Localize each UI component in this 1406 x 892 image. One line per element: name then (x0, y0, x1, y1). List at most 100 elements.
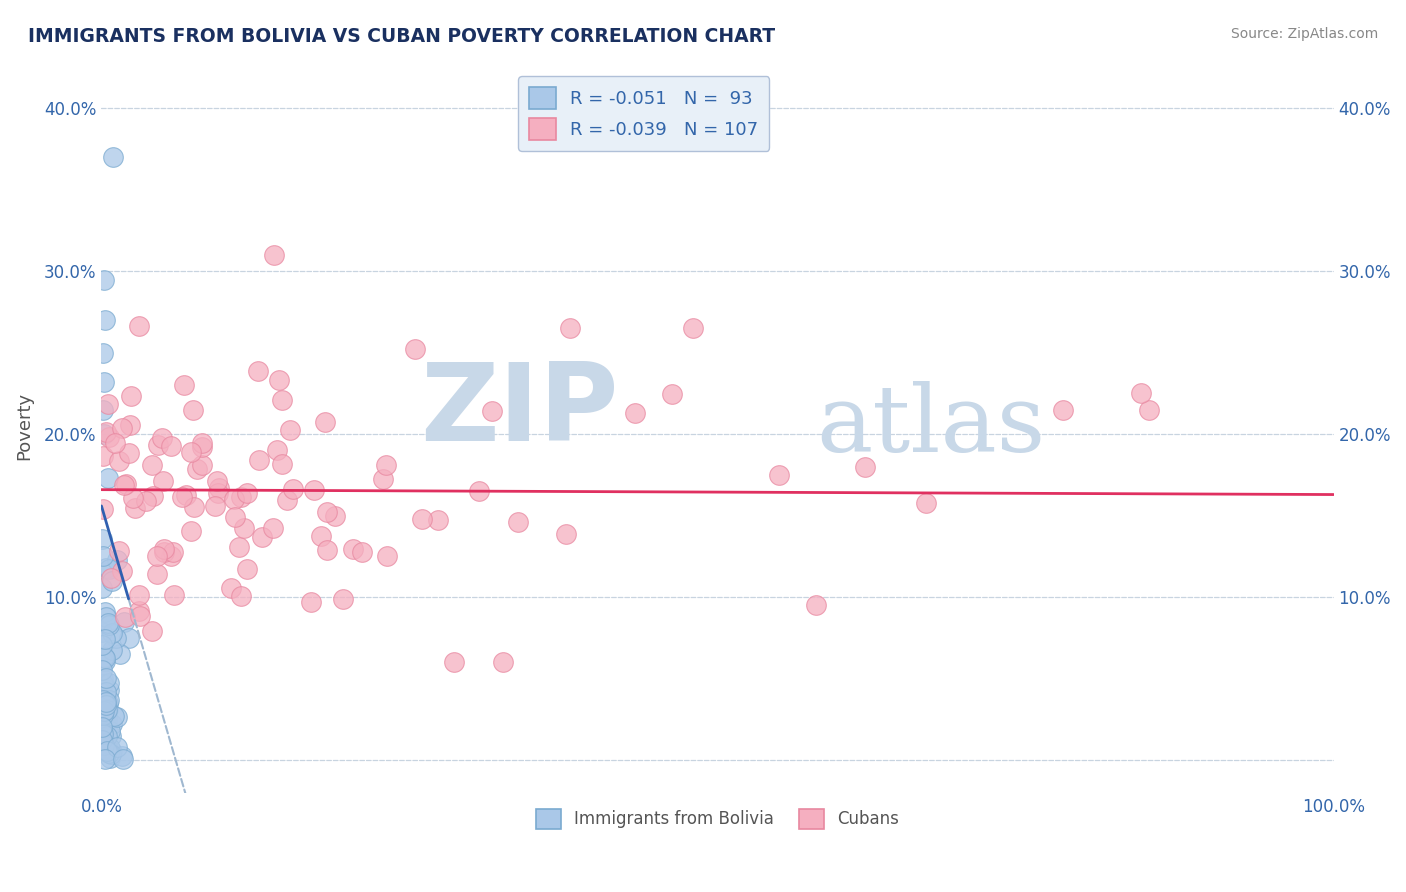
Point (98, 750, 121, 764)
Point (186, 462, 208, 476)
Point (90, 733, 112, 747)
Point (93, 707, 115, 722)
Point (114, 610, 136, 624)
Point (141, 624, 163, 638)
Point (94, 650, 117, 665)
Point (315, 542, 337, 557)
Point (91, 693, 114, 707)
Point (269, 374, 291, 388)
Point (94, 610, 117, 624)
Point (107, 553, 129, 567)
Point (91, 549, 114, 564)
Point (263, 248, 285, 262)
Point (94, 708, 117, 723)
Point (150, 431, 173, 445)
Point (135, 494, 157, 508)
Point (236, 562, 259, 576)
Point (163, 588, 186, 602)
Point (103, 708, 125, 723)
Point (172, 490, 194, 504)
Point (121, 491, 143, 505)
Point (219, 581, 242, 595)
Point (96, 714, 118, 729)
Point (266, 442, 288, 457)
Point (105, 739, 128, 754)
Point (97, 742, 120, 756)
Text: ZIP: ZIP (420, 359, 619, 465)
Point (207, 474, 229, 488)
Point (91, 727, 114, 741)
Point (128, 588, 150, 602)
Point (98, 682, 121, 697)
Point (97, 696, 120, 710)
Point (247, 453, 270, 467)
Point (146, 549, 169, 564)
Point (96, 703, 118, 717)
Point (162, 544, 184, 558)
Point (181, 403, 204, 417)
Point (105, 710, 128, 724)
Point (100, 747, 122, 762)
Point (661, 387, 683, 401)
Point (208, 481, 231, 495)
Point (443, 656, 465, 670)
Point (304, 483, 326, 498)
Point (91, 723, 114, 738)
Point (101, 150, 124, 164)
Point (1130, 386, 1153, 401)
Point (804, 599, 827, 613)
Point (118, 445, 141, 459)
Point (309, 529, 332, 543)
Point (91, 581, 114, 595)
Point (93, 738, 115, 752)
Point (94, 694, 117, 708)
Point (91, 532, 114, 546)
Point (104, 435, 127, 450)
Point (98, 746, 121, 760)
Point (90, 638, 112, 652)
Point (101, 717, 124, 731)
Point (91, 653, 114, 667)
Point (97, 693, 120, 707)
Point (236, 486, 259, 500)
Point (228, 540, 250, 554)
Text: Source: ZipAtlas.com: Source: ZipAtlas.com (1230, 27, 1378, 41)
Point (224, 491, 246, 506)
Point (555, 526, 578, 541)
Point (94, 752, 117, 766)
Point (98, 617, 121, 632)
Point (160, 439, 183, 453)
Point (100, 729, 122, 743)
Point (374, 458, 396, 472)
Point (276, 492, 298, 507)
Point (323, 508, 346, 523)
Y-axis label: Poverty: Poverty (15, 392, 32, 460)
Point (299, 595, 322, 609)
Point (90, 710, 112, 724)
Point (352, 544, 374, 558)
Text: atlas: atlas (815, 381, 1046, 471)
Point (97, 702, 120, 716)
Point (342, 541, 364, 556)
Point (148, 438, 170, 452)
Point (124, 501, 146, 516)
Point (481, 403, 503, 417)
Point (91, 738, 114, 752)
Point (91, 720, 114, 734)
Point (270, 393, 292, 408)
Point (180, 524, 202, 539)
Point (229, 490, 252, 504)
Point (94, 632, 117, 646)
Legend: Immigrants from Bolivia, Cubans: Immigrants from Bolivia, Cubans (529, 802, 905, 836)
Point (108, 647, 131, 661)
Point (128, 319, 150, 334)
Point (1137, 402, 1160, 417)
Point (233, 521, 256, 535)
Point (91, 663, 114, 677)
Point (90, 705, 112, 719)
Point (281, 482, 304, 496)
Point (100, 574, 122, 589)
Point (96, 743, 118, 757)
Point (97, 397, 120, 411)
Point (93, 650, 115, 665)
